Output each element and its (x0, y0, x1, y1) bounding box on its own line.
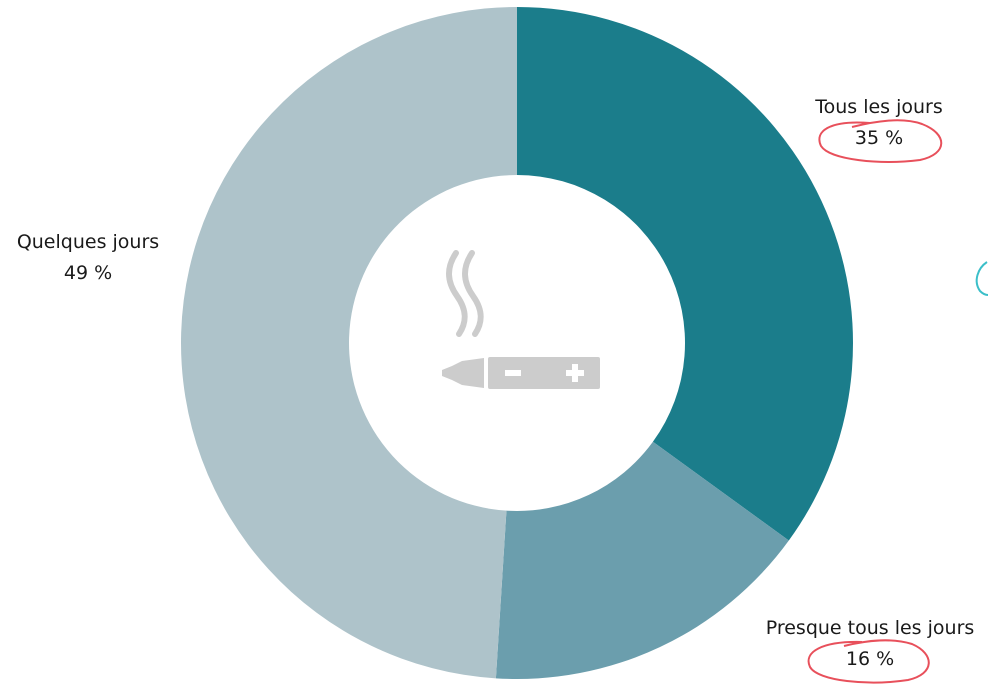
label-quelques-jours: Quelques jours 49 % (6, 227, 170, 289)
label-tous-les-jours: Tous les jours 35 % (806, 92, 952, 154)
slice-presque-tous-les-jours (495, 441, 789, 679)
e-cigarette-icon (442, 250, 600, 389)
plus-icon (566, 364, 584, 382)
annotation-circles (807, 119, 943, 684)
slice-name: Tous les jours (815, 96, 943, 118)
slice-value: 49 % (63, 262, 113, 284)
slice-tous-les-jours (517, 7, 853, 541)
e-cigarette-mouthpiece (442, 358, 484, 388)
minus-icon (505, 370, 521, 376)
circle-annotation-16 (807, 639, 930, 684)
circle-annotation-35 (818, 119, 943, 163)
slices (181, 7, 853, 679)
label-presque-tous-les-jours: Presque tous les jours 16 % (752, 613, 988, 675)
slice-name: Quelques jours (16, 231, 160, 253)
smoke-icon (446, 250, 484, 337)
slice-value: 16 % (845, 648, 895, 670)
slice-name: Presque tous les jours (765, 617, 975, 639)
slice-value: 35 % (854, 127, 904, 149)
edge-mark (975, 261, 988, 296)
slice-quelques-jours (181, 7, 517, 679)
